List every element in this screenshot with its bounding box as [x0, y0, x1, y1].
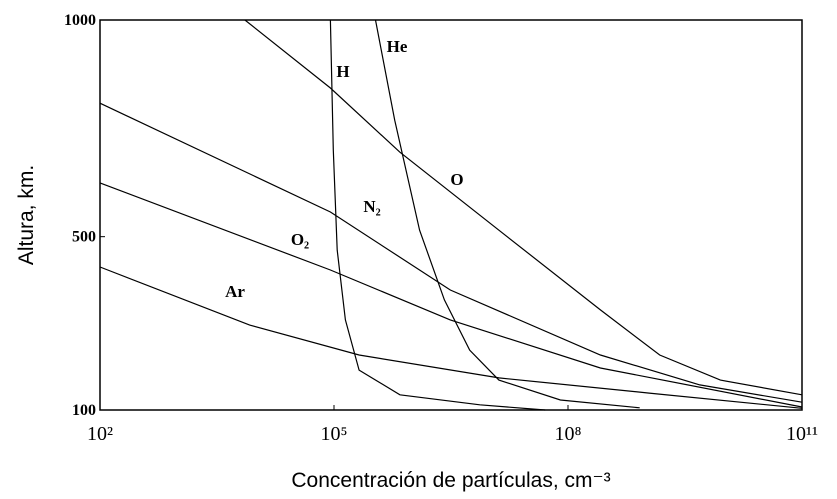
series-label: O₂	[291, 230, 309, 249]
x-tick-label: 10¹¹	[786, 423, 818, 445]
series-line	[244, 19, 803, 396]
series-label: N₂	[363, 197, 380, 216]
series-line	[374, 19, 640, 409]
x-tick-label: 10²	[87, 423, 113, 445]
series-label: O	[450, 170, 463, 189]
y-tick-label: 1000	[64, 12, 96, 29]
series-label: He	[387, 37, 408, 56]
y-tick-label: 100	[72, 402, 96, 419]
plot-frame	[99, 19, 803, 411]
series-line	[99, 182, 803, 408]
series-line	[329, 19, 546, 411]
series-line	[99, 266, 803, 409]
x-tick-label: 10⁸	[555, 423, 582, 445]
y-axis-label: Altura, km.	[15, 165, 38, 265]
series-line	[99, 102, 803, 403]
series-label: Ar	[225, 282, 245, 301]
x-tick-label: 10⁵	[321, 423, 348, 445]
y-tick-label: 500	[72, 229, 96, 246]
series-label: H	[336, 62, 349, 81]
x-axis-label: Concentración de partículas, cm⁻³	[291, 469, 610, 492]
